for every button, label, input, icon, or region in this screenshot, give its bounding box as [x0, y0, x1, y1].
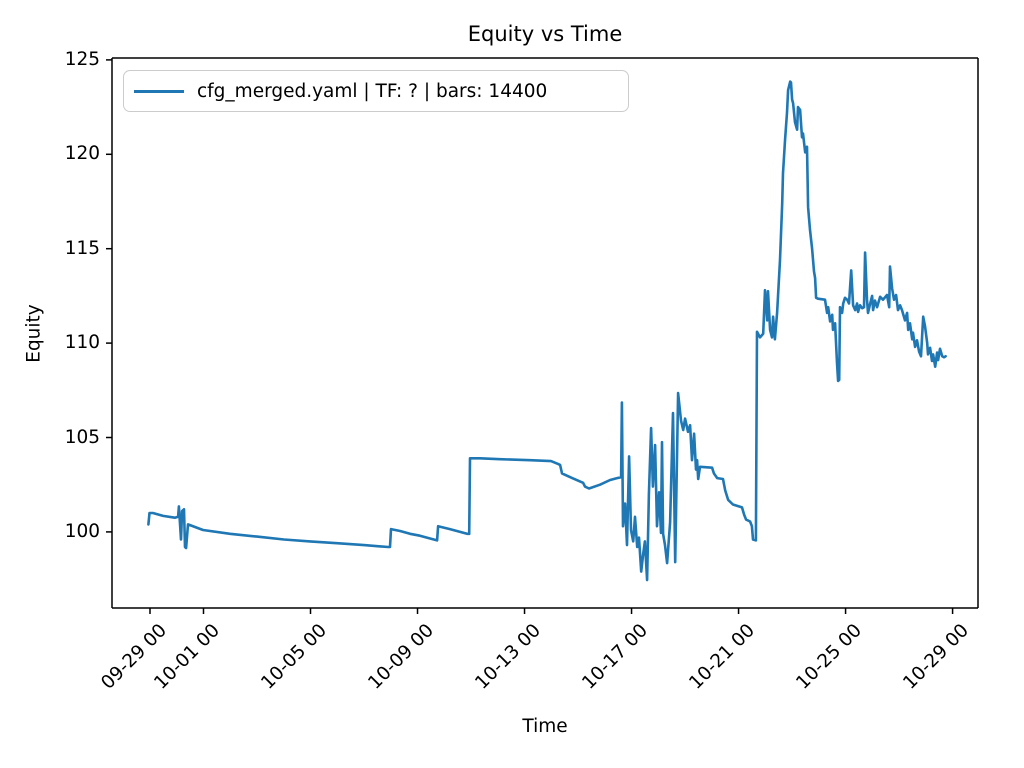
y-tick-100: 100: [64, 520, 100, 542]
legend-line-sample: [134, 89, 184, 93]
legend: cfg_merged.yaml | TF: ? | bars: 14400: [123, 70, 629, 112]
chart-title: Equity vs Time: [467, 22, 623, 46]
y-tick-125: 125: [64, 48, 100, 70]
y-tick-110: 110: [64, 332, 100, 354]
y-tick-105: 105: [64, 426, 100, 448]
y-tick-115: 115: [64, 237, 100, 259]
legend-label: cfg_merged.yaml | TF: ? | bars: 14400: [197, 80, 548, 102]
x-axis-label: Time: [522, 716, 568, 737]
y-tick-120: 120: [64, 143, 100, 165]
equity-line-series: [147, 80, 947, 582]
